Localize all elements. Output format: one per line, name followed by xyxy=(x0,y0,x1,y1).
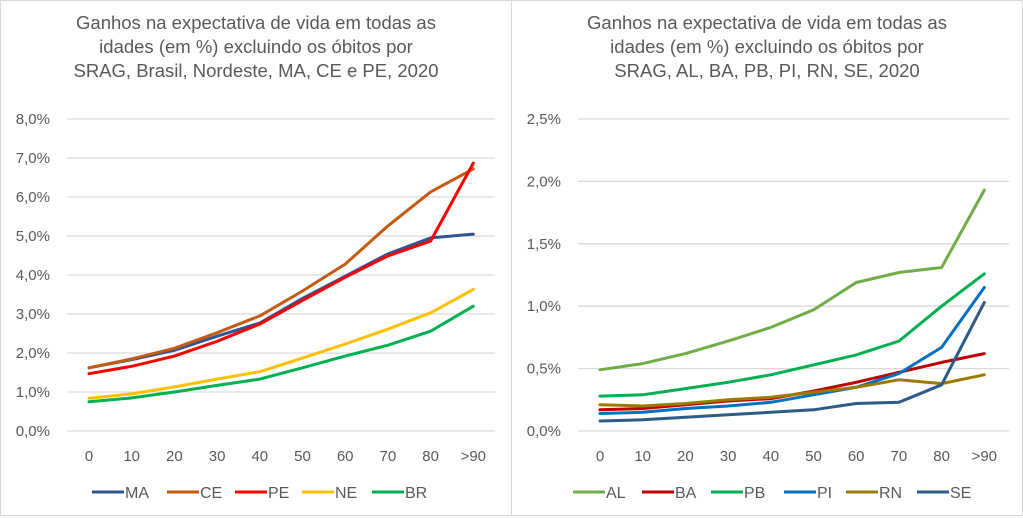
x-tick-label: 10 xyxy=(123,448,140,465)
legend-label-pi: PI xyxy=(817,485,832,502)
y-tick-label: 2,0% xyxy=(527,173,561,190)
line-chart-right: 0,0% 0,5% 1,0% 1,5% 2,0% 2,5% 0 10 20 30 40 50 60 70 8… xyxy=(527,111,1009,502)
legend-label-rn: RN xyxy=(879,485,902,502)
x-tick-label: 50 xyxy=(805,448,822,465)
x-tick-label: 0 xyxy=(596,448,604,465)
y-tick-label: 7,0% xyxy=(16,150,50,167)
series-line-ma xyxy=(87,232,475,370)
x-tick-label: >90 xyxy=(972,448,997,465)
y-tick-label: 1,0% xyxy=(527,298,561,315)
chart-title-line: SRAG, AL, BA, PB, PI, RN, SE, 2020 xyxy=(614,60,920,81)
chart-title-line: SRAG, Brasil, Nordeste, MA, CE e PE, 202… xyxy=(73,60,439,81)
legend-label-ma: MA xyxy=(125,485,149,502)
x-tick-label: 60 xyxy=(848,448,865,465)
y-tick-label: 8,0% xyxy=(16,111,50,128)
legend-label-se: SE xyxy=(950,485,971,502)
legend-label-ba: BA xyxy=(675,485,697,502)
x-tick-label: 70 xyxy=(891,448,908,465)
series-line-br xyxy=(87,304,475,404)
x-tick-label: 30 xyxy=(209,448,226,465)
x-tick-label: 80 xyxy=(422,448,439,465)
y-tick-label: 2,0% xyxy=(16,345,50,362)
series-line-pi xyxy=(598,286,986,415)
y-tick-label: 3,0% xyxy=(16,306,50,323)
y-tick-label: 2,5% xyxy=(527,111,561,128)
series-line-al xyxy=(598,188,986,372)
series-line-se xyxy=(598,301,986,423)
legend-label-br: BR xyxy=(405,485,427,502)
chart-title-line: idades (em %) excluindo os óbitos por xyxy=(610,36,924,57)
y-tick-label: 0,0% xyxy=(527,423,561,440)
chart-title: Ganhos na expectativa de vida em todas a… xyxy=(512,11,1022,83)
x-tick-label: 60 xyxy=(337,448,354,465)
x-tick-label: 40 xyxy=(251,448,268,465)
legend-label-pe: PE xyxy=(268,485,289,502)
x-tick-label: 10 xyxy=(634,448,651,465)
y-tick-label: 0,5% xyxy=(527,361,561,378)
y-tick-label: 5,0% xyxy=(16,228,50,245)
legend-label-ne: NE xyxy=(335,485,357,502)
series-line-pb xyxy=(598,272,986,398)
y-tick-label: 4,0% xyxy=(16,267,50,284)
x-tick-label: 50 xyxy=(294,448,311,465)
series-line-pe xyxy=(87,161,475,376)
series-line-rn xyxy=(598,373,986,408)
chart-title-line: Ganhos na expectativa de vida em todas a… xyxy=(76,12,436,33)
chart-title-line: Ganhos na expectativa de vida em todas a… xyxy=(587,12,947,33)
y-tick-label: 1,0% xyxy=(16,384,50,401)
chart-panel-left: Ganhos na expectativa de vida em todas a… xyxy=(0,0,512,516)
legend-label-al: AL xyxy=(606,485,626,502)
series-line-ce xyxy=(87,167,475,370)
x-tick-label: 30 xyxy=(720,448,737,465)
x-tick-label: 70 xyxy=(380,448,397,465)
x-tick-label: 40 xyxy=(762,448,779,465)
series-line-ne xyxy=(87,287,475,400)
x-tick-label: 20 xyxy=(166,448,183,465)
line-chart-left: 0,0% 1,0% 2,0% 3,0% 4,0% 5,0% 6,0% 7,0% 8,0% 0 10 2… xyxy=(16,111,495,502)
y-tick-label: 0,0% xyxy=(16,423,50,440)
y-tick-label: 6,0% xyxy=(16,189,50,206)
chart-panel-right: Ganhos na expectativa de vida em todas a… xyxy=(511,0,1023,516)
x-tick-label: 20 xyxy=(677,448,694,465)
legend-label-ce: CE xyxy=(200,485,222,502)
y-tick-label: 1,5% xyxy=(527,236,561,253)
chart-title: Ganhos na expectativa de vida em todas a… xyxy=(1,11,511,83)
legend-label-pb: PB xyxy=(744,485,765,502)
x-tick-label: 0 xyxy=(85,448,93,465)
x-tick-label: >90 xyxy=(461,448,486,465)
x-tick-label: 80 xyxy=(933,448,950,465)
chart-title-line: idades (em %) excluindo os óbitos por xyxy=(99,36,413,57)
